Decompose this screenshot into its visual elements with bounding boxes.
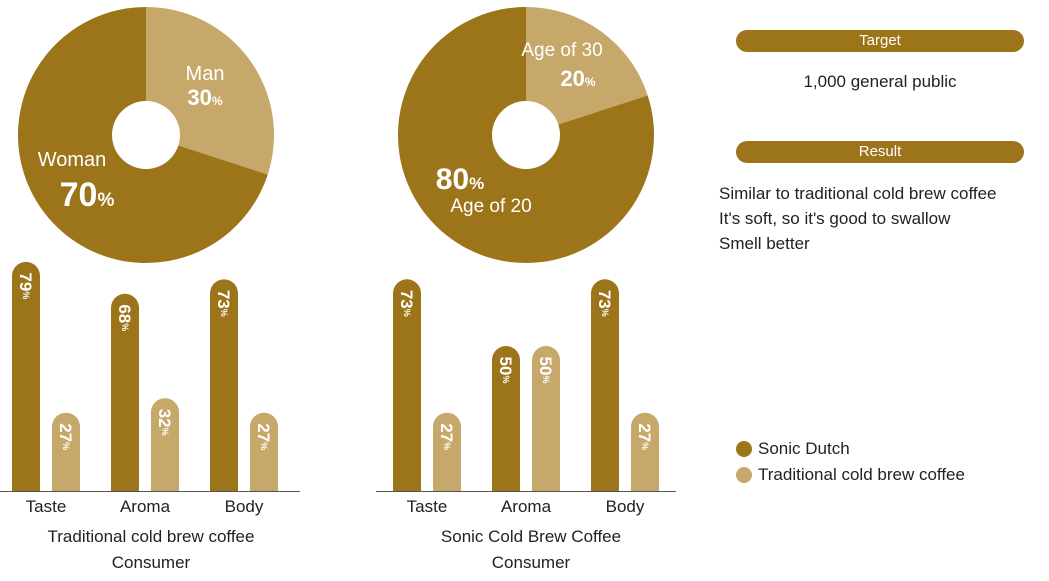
bar-chart-1: 79% 27% Taste 68% 32% Aroma 73% 27% Body Traditio… xyxy=(0,261,300,572)
pie-slice-value: 20% xyxy=(560,66,595,91)
result-line: It's soft, so it's good to swallow xyxy=(719,209,951,228)
bar-value-label: 50% xyxy=(537,357,556,384)
pie-hole xyxy=(112,101,180,169)
bar-value-label: 32% xyxy=(156,409,175,436)
bar-value-label: 68% xyxy=(116,304,135,331)
bar-value-label: 27% xyxy=(636,423,655,450)
legend-swatch-icon xyxy=(736,467,752,483)
bar xyxy=(151,398,179,491)
bar-chart-2: 73% 27% Taste 50% 50% Aroma 73% 27% Body Sonic Co… xyxy=(376,279,676,572)
pie-slice-label: Age of 30 xyxy=(521,40,602,61)
bar xyxy=(433,412,461,491)
category-label: Aroma xyxy=(501,497,552,516)
bar xyxy=(210,279,238,491)
pie-slice-value: 70% xyxy=(60,176,115,214)
pie-slice xyxy=(526,7,648,135)
legend-label: Sonic Dutch xyxy=(758,439,850,458)
chart-title-line: Consumer xyxy=(492,553,571,572)
target-text: 1,000 general public xyxy=(803,72,957,91)
legend: Sonic Dutch Traditional cold brew coffee xyxy=(736,436,965,488)
bar-value-label: 79% xyxy=(17,272,36,299)
bar xyxy=(52,412,80,491)
bar xyxy=(492,346,520,491)
bar xyxy=(250,412,278,491)
result-label-pill: Result xyxy=(736,141,1024,163)
result-line: Similar to traditional cold brew coffee xyxy=(719,184,997,203)
bar xyxy=(532,346,560,491)
category-label: Body xyxy=(606,497,645,516)
bar-value-label: 73% xyxy=(596,290,615,317)
result-line: Smell better xyxy=(719,234,810,253)
category-label: Taste xyxy=(26,497,67,516)
bar-value-label: 50% xyxy=(497,357,516,384)
legend-label: Traditional cold brew coffee xyxy=(758,465,965,484)
pie-slice-value: 80% xyxy=(436,163,485,196)
category-label: Aroma xyxy=(120,497,171,516)
bar xyxy=(631,412,659,491)
bar-value-label: 73% xyxy=(215,290,234,317)
legend-item-sonic-dutch: Sonic Dutch xyxy=(736,436,965,462)
pie-slice-value: 30% xyxy=(187,85,222,110)
bar-value-label: 27% xyxy=(255,423,274,450)
pie-hole xyxy=(492,101,560,169)
target-label: Target xyxy=(859,32,901,49)
bar xyxy=(591,279,619,491)
pie-slice-label: Man xyxy=(186,63,225,85)
bar-value-label: 27% xyxy=(57,423,76,450)
legend-item-traditional: Traditional cold brew coffee xyxy=(736,462,965,488)
legend-swatch-icon xyxy=(736,441,752,457)
bar-value-label: 27% xyxy=(438,423,457,450)
chart-title-line: Sonic Cold Brew Coffee xyxy=(441,527,621,546)
bar xyxy=(393,279,421,491)
result-list: Similar to traditional cold brew coffee … xyxy=(719,181,997,256)
bar xyxy=(12,261,40,491)
bar xyxy=(111,293,139,491)
result-label: Result xyxy=(858,143,902,160)
category-label: Body xyxy=(225,497,264,516)
bar-value-label: 73% xyxy=(398,290,417,317)
pie-slice-label: Age of 20 xyxy=(450,196,531,217)
pie-slice-label: Woman xyxy=(38,149,107,171)
target-label-pill: Target xyxy=(736,30,1024,52)
category-label: Taste xyxy=(407,497,448,516)
chart-title-line: Consumer xyxy=(112,553,191,572)
chart-title-line: Traditional cold brew coffee xyxy=(48,527,255,546)
